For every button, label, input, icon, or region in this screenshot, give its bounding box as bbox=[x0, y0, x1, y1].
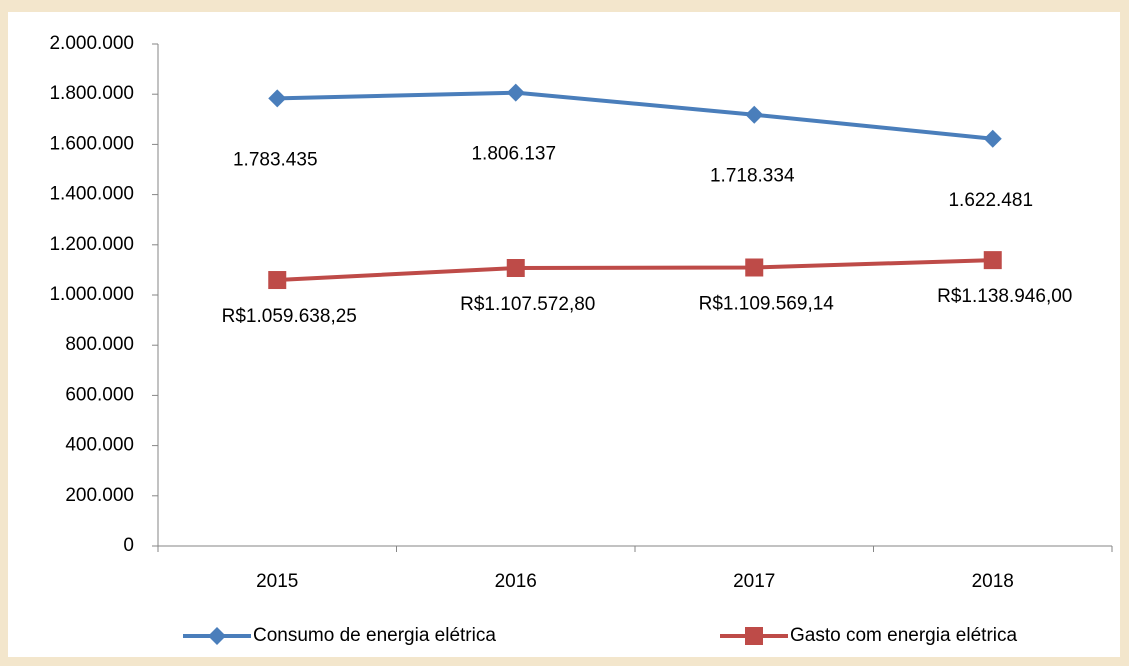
y-tick-label: 600.000 bbox=[65, 384, 134, 405]
y-tick-label: 400.000 bbox=[65, 435, 134, 456]
point bbox=[983, 129, 1002, 148]
series-line bbox=[277, 258, 993, 283]
y-tick-label: 1.200.000 bbox=[49, 234, 134, 255]
y-tick-label: 2.000.000 bbox=[49, 33, 134, 54]
legend-marker bbox=[745, 627, 763, 645]
y-tick-label: 0 bbox=[123, 535, 134, 556]
legend-label: Gasto com energia elétrica bbox=[790, 625, 1017, 646]
data-label: 1.806.137 bbox=[471, 144, 556, 165]
y-tick-label: 1.000.000 bbox=[49, 284, 134, 305]
data-label: R$1.109.569,14 bbox=[699, 294, 835, 315]
data-label: R$1.107.572,80 bbox=[460, 294, 595, 315]
legend-label: Consumo de energia elétrica bbox=[253, 625, 496, 646]
point bbox=[745, 105, 764, 124]
legend-marker bbox=[208, 627, 226, 645]
y-tick-label: 1.600.000 bbox=[49, 133, 134, 154]
data-label: 1.622.481 bbox=[948, 190, 1033, 211]
x-tick-label: 2018 bbox=[972, 571, 1014, 592]
point bbox=[745, 258, 764, 277]
point bbox=[983, 251, 1002, 270]
chart-area bbox=[8, 12, 1120, 657]
x-tick-label: 2017 bbox=[733, 571, 775, 592]
y-tick-label: 1.800.000 bbox=[49, 83, 134, 104]
data-label: R$1.138.946,00 bbox=[937, 286, 1072, 307]
point bbox=[506, 83, 525, 102]
point bbox=[268, 271, 287, 290]
y-tick-label: 800.000 bbox=[65, 334, 134, 355]
y-tick-label: 200.000 bbox=[65, 485, 134, 506]
y-tick-label: 1.400.000 bbox=[49, 184, 134, 205]
series-line bbox=[277, 90, 993, 141]
point bbox=[506, 258, 525, 277]
data-label: R$1.059.638,25 bbox=[222, 306, 357, 327]
x-tick-label: 2016 bbox=[495, 571, 537, 592]
x-tick-label: 2015 bbox=[256, 571, 298, 592]
point bbox=[268, 89, 287, 108]
data-label: 1.718.334 bbox=[710, 166, 795, 187]
data-label: 1.783.435 bbox=[233, 149, 318, 170]
